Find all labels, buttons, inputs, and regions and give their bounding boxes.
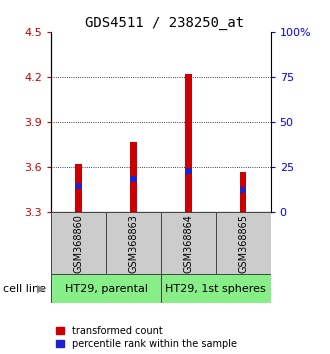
Bar: [240, 172, 247, 212]
Text: GSM368863: GSM368863: [128, 214, 139, 273]
FancyBboxPatch shape: [161, 212, 216, 274]
Text: GSM368865: GSM368865: [238, 214, 248, 273]
Text: GDS4511 / 238250_at: GDS4511 / 238250_at: [85, 16, 245, 30]
Bar: [185, 168, 192, 174]
Bar: [240, 187, 247, 193]
FancyBboxPatch shape: [51, 212, 106, 274]
FancyBboxPatch shape: [106, 212, 161, 274]
Text: GSM368860: GSM368860: [74, 214, 83, 273]
Bar: [75, 183, 82, 189]
Text: HT29, 1st spheres: HT29, 1st spheres: [165, 284, 266, 293]
Bar: [130, 176, 137, 182]
Text: cell line: cell line: [3, 284, 46, 293]
Bar: [75, 164, 82, 212]
FancyBboxPatch shape: [216, 212, 271, 274]
Bar: [130, 142, 137, 212]
Bar: [185, 74, 192, 212]
Text: GSM368864: GSM368864: [183, 214, 193, 273]
FancyBboxPatch shape: [161, 274, 271, 303]
Text: ▶: ▶: [37, 284, 46, 293]
Legend: transformed count, percentile rank within the sample: transformed count, percentile rank withi…: [56, 326, 237, 349]
Text: HT29, parental: HT29, parental: [64, 284, 148, 293]
FancyBboxPatch shape: [51, 274, 161, 303]
